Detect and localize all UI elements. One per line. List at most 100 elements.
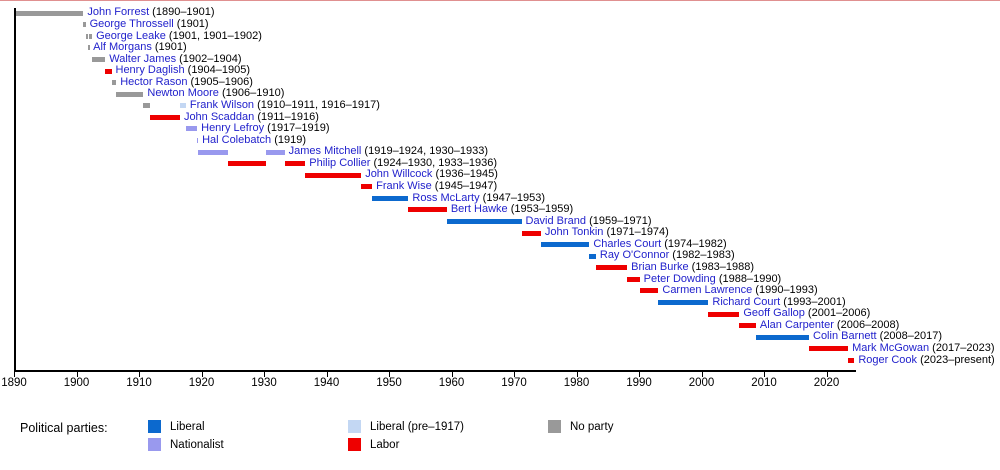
x-axis-tick-label: 1900 xyxy=(63,377,90,389)
premier-name-link[interactable]: Carmen Lawrence xyxy=(662,284,753,297)
premier-row: Charles Court (1974–1982) xyxy=(0,237,1000,251)
premier-name-link[interactable]: Walter James xyxy=(109,52,177,65)
x-axis-tick xyxy=(139,370,141,377)
premier-row: Henry Lefroy (1917–1919) xyxy=(0,122,1000,135)
premier-name-link[interactable]: Charles Court xyxy=(593,237,662,250)
premier-row: John Tonkin (1971–1974) xyxy=(0,226,1000,239)
premier-years: (1983–1988) xyxy=(688,260,755,273)
premier-label: Alf Morgans (1901) xyxy=(93,41,187,54)
x-axis-tick-label: 1960 xyxy=(438,377,465,389)
premier-years: (1990–1993) xyxy=(752,284,818,297)
premier-name-link[interactable]: Philip Collier xyxy=(309,156,371,169)
legend-title: Political parties: xyxy=(20,421,108,435)
premier-name-link[interactable]: Henry Daglish xyxy=(115,64,185,77)
premier-years: (2006–2008) xyxy=(833,318,900,331)
premier-years: (2017–2023) xyxy=(929,341,995,354)
premier-row: Colin Barnett (2008–2017) xyxy=(0,331,1000,343)
premier-row: Brian Burke (1983–1988) xyxy=(0,260,1000,274)
premier-label: Charles Court (1974–1982) xyxy=(593,237,726,251)
x-axis-tick-label: 2010 xyxy=(751,377,777,389)
term-bar xyxy=(105,68,112,74)
premier-label: James Mitchell (1919–1924, 1930–1933) xyxy=(288,145,488,158)
term-bar xyxy=(149,114,180,120)
term-bar xyxy=(88,33,93,39)
premier-label: Hal Colebatch (1919) xyxy=(202,133,306,147)
premier-name-link[interactable]: Frank Wilson xyxy=(189,98,255,111)
nationalist-swatch xyxy=(148,438,161,451)
premier-years: (1911–1916) xyxy=(254,110,319,123)
x-axis-tick-label: 1890 xyxy=(1,377,27,389)
premier-row: Carmen Lawrence (1990–1993) xyxy=(0,284,1000,297)
term-bar xyxy=(284,161,306,167)
premier-label: Hector Rason (1905–1906) xyxy=(120,75,253,89)
premier-name-link[interactable]: Alan Carpenter xyxy=(759,318,834,331)
x-axis-tick xyxy=(201,370,203,377)
premier-name-link[interactable]: Ross McLarty xyxy=(412,191,480,204)
term-bar xyxy=(92,56,106,62)
premier-row: Mark McGowan (2017–2023) xyxy=(0,341,1000,355)
premier-name-link[interactable]: Bert Hawke xyxy=(450,203,508,216)
premier-years: (1924–1930, 1933–1936) xyxy=(370,156,498,169)
term-bar xyxy=(639,288,659,294)
x-axis-tick-label: 1920 xyxy=(188,377,215,389)
premier-name-link[interactable]: Colin Barnett xyxy=(813,330,877,343)
premier-name-link[interactable]: James Mitchell xyxy=(288,145,362,158)
premier-years: (1919–1924, 1930–1933) xyxy=(361,145,488,158)
premier-name-link[interactable]: Brian Burke xyxy=(631,260,689,273)
premier-name-link[interactable]: John Tonkin xyxy=(544,226,604,239)
premier-name-link[interactable]: George Throssell xyxy=(89,17,174,30)
premier-years: (1945–1947) xyxy=(431,179,498,192)
premier-row: Peter Dowding (1988–1990) xyxy=(0,272,1000,286)
term-bar xyxy=(197,137,199,143)
premier-row: John Forrest (1890–1901) xyxy=(0,7,1000,19)
premier-label: John Scaddan (1911–1916) xyxy=(183,110,319,124)
premier-years: (1901, 1901–1902) xyxy=(165,29,262,42)
legend-label-liberal-pre1917: Liberal (pre–1917) xyxy=(370,421,464,433)
premier-name-link[interactable]: David Brand xyxy=(525,214,587,227)
premier-name-link[interactable]: Peter Dowding xyxy=(643,272,716,285)
premier-name-link[interactable]: George Leake xyxy=(96,29,166,42)
term-bar xyxy=(658,299,709,305)
premier-name-link[interactable]: Geoff Gallop xyxy=(743,307,805,320)
premier-name-link[interactable]: Alf Morgans xyxy=(93,41,152,54)
premier-name-link[interactable]: Hal Colebatch xyxy=(202,133,272,146)
premier-label: Peter Dowding (1988–1990) xyxy=(643,272,782,286)
premier-name-link[interactable]: John Willcock xyxy=(365,168,433,181)
premier-name-link[interactable]: Hector Rason xyxy=(120,75,188,88)
premier-name-link[interactable]: Ray O'Connor xyxy=(599,249,670,262)
premier-name-link[interactable]: John Forrest xyxy=(87,6,150,19)
term-bar xyxy=(179,103,186,109)
premier-years: (1936–1945) xyxy=(432,168,498,181)
premier-name-link[interactable]: Frank Wise xyxy=(376,179,432,192)
premier-label: John Willcock (1936–1945) xyxy=(365,169,498,181)
premier-row: Frank Wilson (1910–1911, 1916–1917) xyxy=(0,98,1000,112)
premier-label: Colin Barnett (2008–2017) xyxy=(813,331,942,343)
premier-row: George Throssell (1901) xyxy=(0,17,1000,31)
x-axis-tick xyxy=(326,370,328,377)
premier-name-link[interactable]: Newton Moore xyxy=(147,87,219,100)
premier-label: Frank Wise (1945–1947) xyxy=(376,179,498,193)
term-bar xyxy=(739,323,756,329)
premier-label: Frank Wilson (1910–1911, 1916–1917) xyxy=(189,98,380,112)
legend-label-nationalist: Nationalist xyxy=(170,439,224,451)
x-axis-tick xyxy=(701,370,703,377)
premier-row: Newton Moore (1906–1910) xyxy=(0,88,1000,100)
premier-years: (2023–present) xyxy=(917,353,995,366)
premier-years: (1953–1959) xyxy=(507,203,574,216)
premier-name-link[interactable]: Mark McGowan xyxy=(852,341,930,354)
premier-row: Alf Morgans (1901) xyxy=(0,41,1000,54)
premier-name-link[interactable]: Henry Lefroy xyxy=(201,122,265,135)
term-bar xyxy=(595,265,628,271)
premier-years: (2008–2017) xyxy=(876,330,943,343)
premier-name-link[interactable]: Roger Cook xyxy=(858,353,918,366)
term-bar xyxy=(85,33,89,39)
premier-years: (1917–1919) xyxy=(264,122,330,135)
term-bar xyxy=(408,207,447,213)
term-bar xyxy=(446,218,522,224)
x-axis-tick xyxy=(764,370,766,377)
legend-label-no-party: No party xyxy=(570,421,614,433)
premier-name-link[interactable]: Richard Court xyxy=(712,295,781,308)
premier-name-link[interactable]: John Scaddan xyxy=(183,110,255,123)
term-bar xyxy=(521,230,541,236)
